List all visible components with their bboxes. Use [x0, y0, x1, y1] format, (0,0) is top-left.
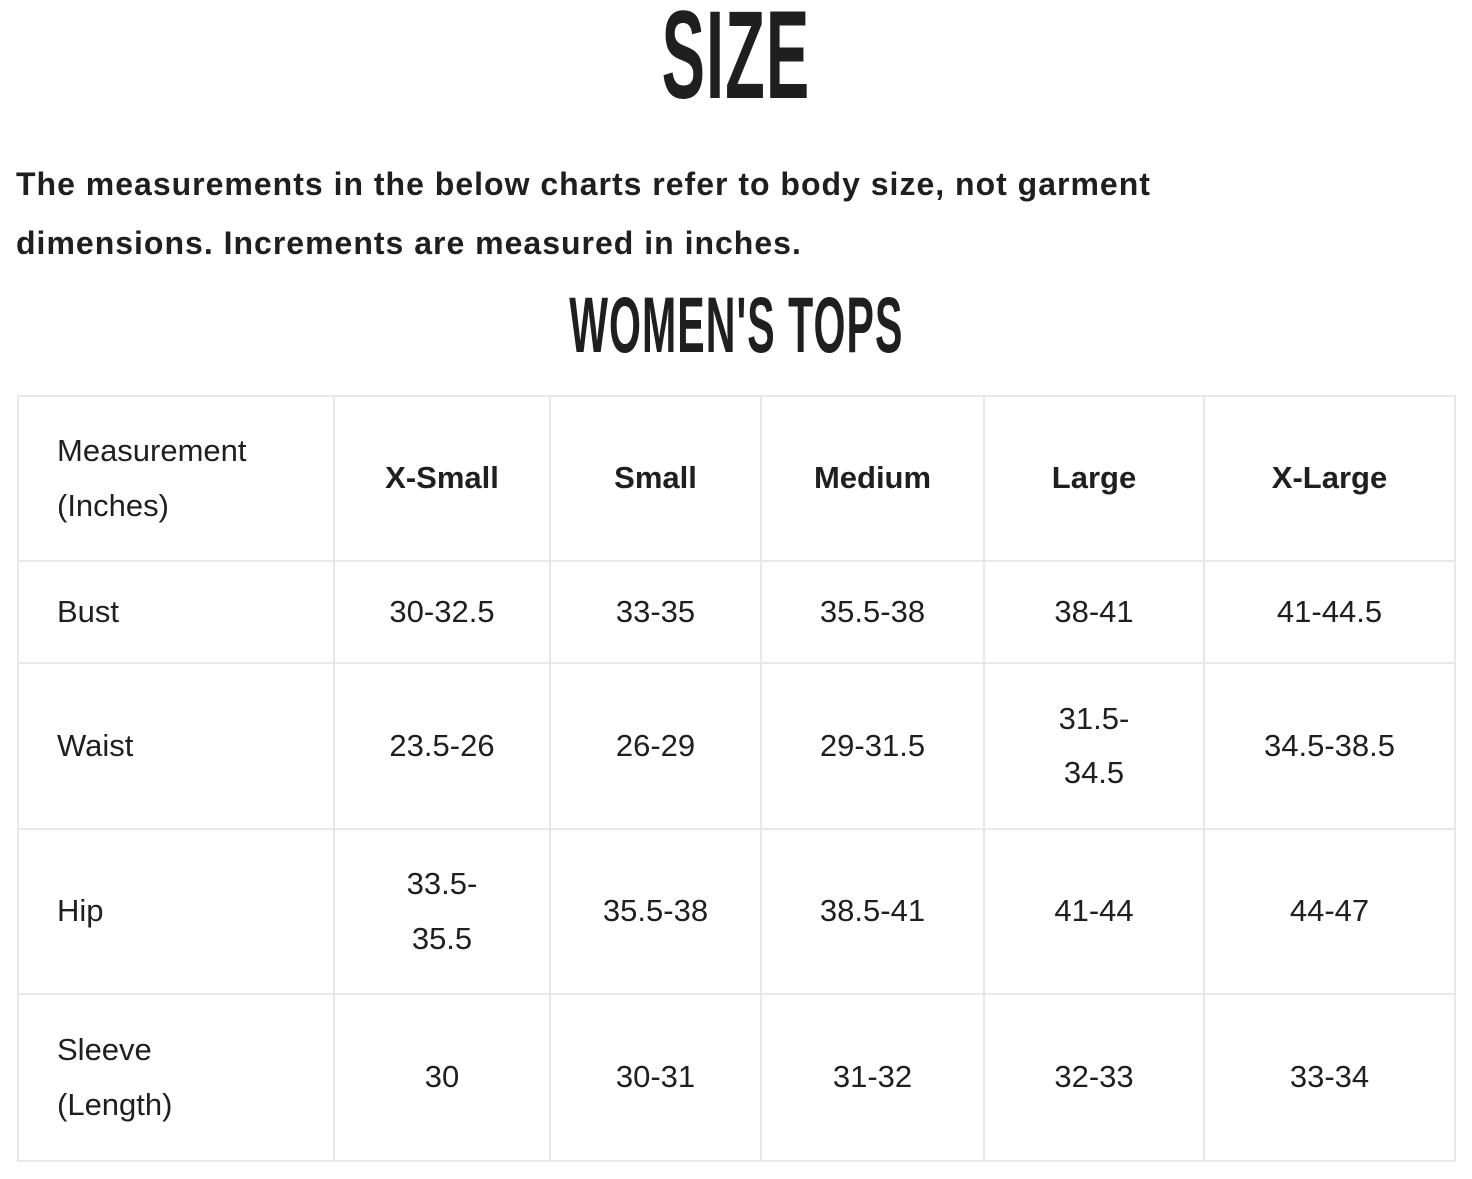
row-label-waist: Waist — [17, 662, 335, 830]
page-title-text: SIZE — [661, 0, 811, 125]
cell-waist-large: 31.5- 34.5 — [983, 662, 1205, 830]
cell-sleeve-x-large: 33-34 — [1203, 993, 1456, 1162]
column-header-medium: Medium — [760, 395, 985, 562]
column-header-large: Large — [983, 395, 1205, 562]
cell-waist-x-large: 34.5-38.5 — [1203, 662, 1456, 830]
cell-bust-medium: 35.5-38 — [760, 560, 985, 664]
intro-line-1: The measurements in the below charts ref… — [16, 166, 1151, 202]
cell-hip-x-large: 44-47 — [1203, 828, 1456, 995]
column-header-measurement: Measurement (Inches) — [17, 395, 335, 562]
cell-waist-small: 26-29 — [549, 662, 762, 830]
table-row-hip: Hip 33.5- 35.5 35.5-38 38.5-41 41-44 44-… — [17, 828, 1456, 995]
table-row-waist: Waist 23.5-26 26-29 29-31.5 31.5- 34.5 3… — [17, 662, 1456, 830]
cell-sleeve-medium: 31-32 — [760, 993, 985, 1162]
cell-sleeve-x-small: 30 — [333, 993, 551, 1162]
row-label-bust: Bust — [17, 560, 335, 664]
section-title-text: WOMEN'S TOPS — [568, 280, 904, 369]
table-row-sleeve: Sleeve (Length) 30 30-31 31-32 32-33 33-… — [17, 993, 1456, 1162]
cell-hip-large: 41-44 — [983, 828, 1205, 995]
cell-waist-x-small: 23.5-26 — [333, 662, 551, 830]
table-row-bust: Bust 30-32.5 33-35 35.5-38 38-41 41-44.5 — [17, 560, 1456, 664]
cell-bust-small: 33-35 — [549, 560, 762, 664]
column-header-x-small: X-Small — [333, 395, 551, 562]
cell-bust-x-small: 30-32.5 — [333, 560, 551, 664]
page-title: SIZE — [0, 0, 1472, 125]
cell-bust-x-large: 41-44.5 — [1203, 560, 1456, 664]
table-header-row: Measurement (Inches) X-Small Small Mediu… — [17, 395, 1456, 562]
column-header-x-large: X-Large — [1203, 395, 1456, 562]
cell-hip-small: 35.5-38 — [549, 828, 762, 995]
column-header-small: Small — [549, 395, 762, 562]
row-label-hip: Hip — [17, 828, 335, 995]
cell-bust-large: 38-41 — [983, 560, 1205, 664]
cell-sleeve-small: 30-31 — [549, 993, 762, 1162]
cell-waist-medium: 29-31.5 — [760, 662, 985, 830]
row-label-sleeve: Sleeve (Length) — [17, 993, 335, 1162]
section-title: WOMEN'S TOPS — [0, 280, 1472, 369]
cell-hip-x-small: 33.5- 35.5 — [333, 828, 551, 995]
cell-hip-medium: 38.5-41 — [760, 828, 985, 995]
size-table: Measurement (Inches) X-Small Small Mediu… — [17, 395, 1456, 1162]
intro-text: The measurements in the below charts ref… — [16, 155, 1456, 273]
intro-line-2: dimensions. Increments are measured in i… — [16, 225, 802, 261]
cell-sleeve-large: 32-33 — [983, 993, 1205, 1162]
